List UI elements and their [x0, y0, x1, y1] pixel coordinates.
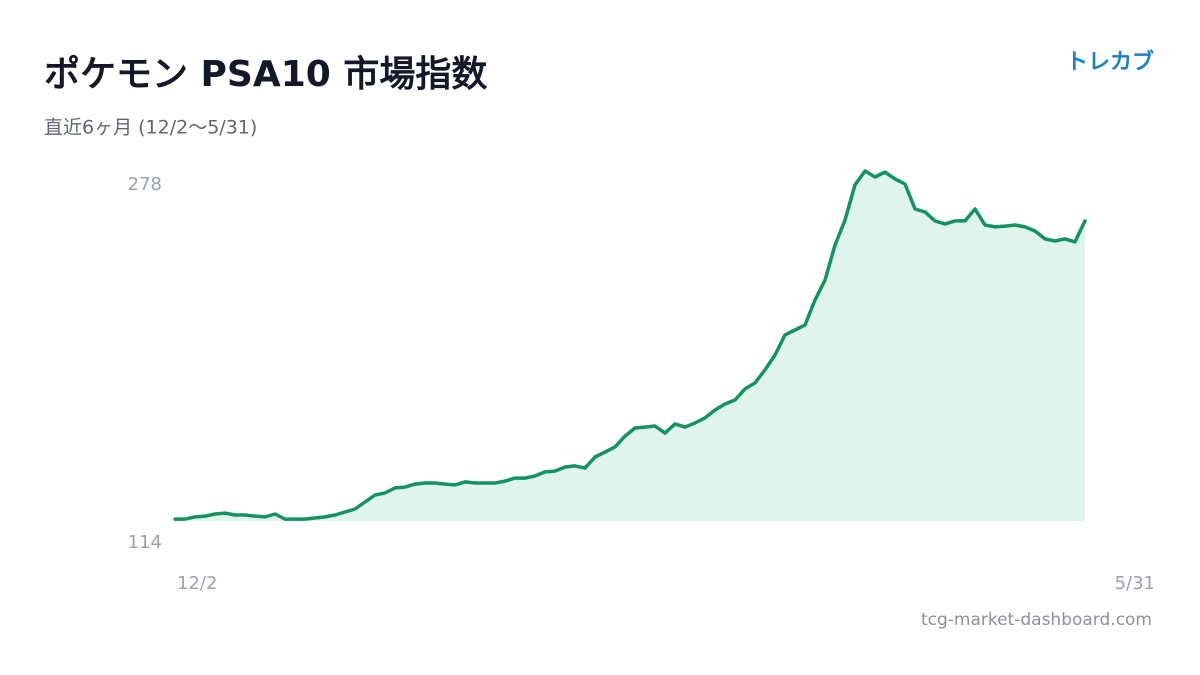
- source: tcg-market-dashboard.com: [921, 610, 1152, 630]
- x-tick-label: 5/31: [1115, 573, 1155, 594]
- line: [173, 169, 1087, 521]
- y-tick-label: 114: [128, 532, 162, 553]
- x-tick-label: 12/2: [177, 573, 217, 594]
- chart-title: ポケモン PSA10 市場指数: [44, 53, 487, 95]
- area: [175, 171, 1085, 521]
- chart-subtitle: 直近6ヶ月 (12/2〜5/31): [44, 117, 257, 139]
- y-tick-label: 278: [128, 174, 162, 195]
- brand[interactable]: トレカブ: [1066, 49, 1154, 75]
